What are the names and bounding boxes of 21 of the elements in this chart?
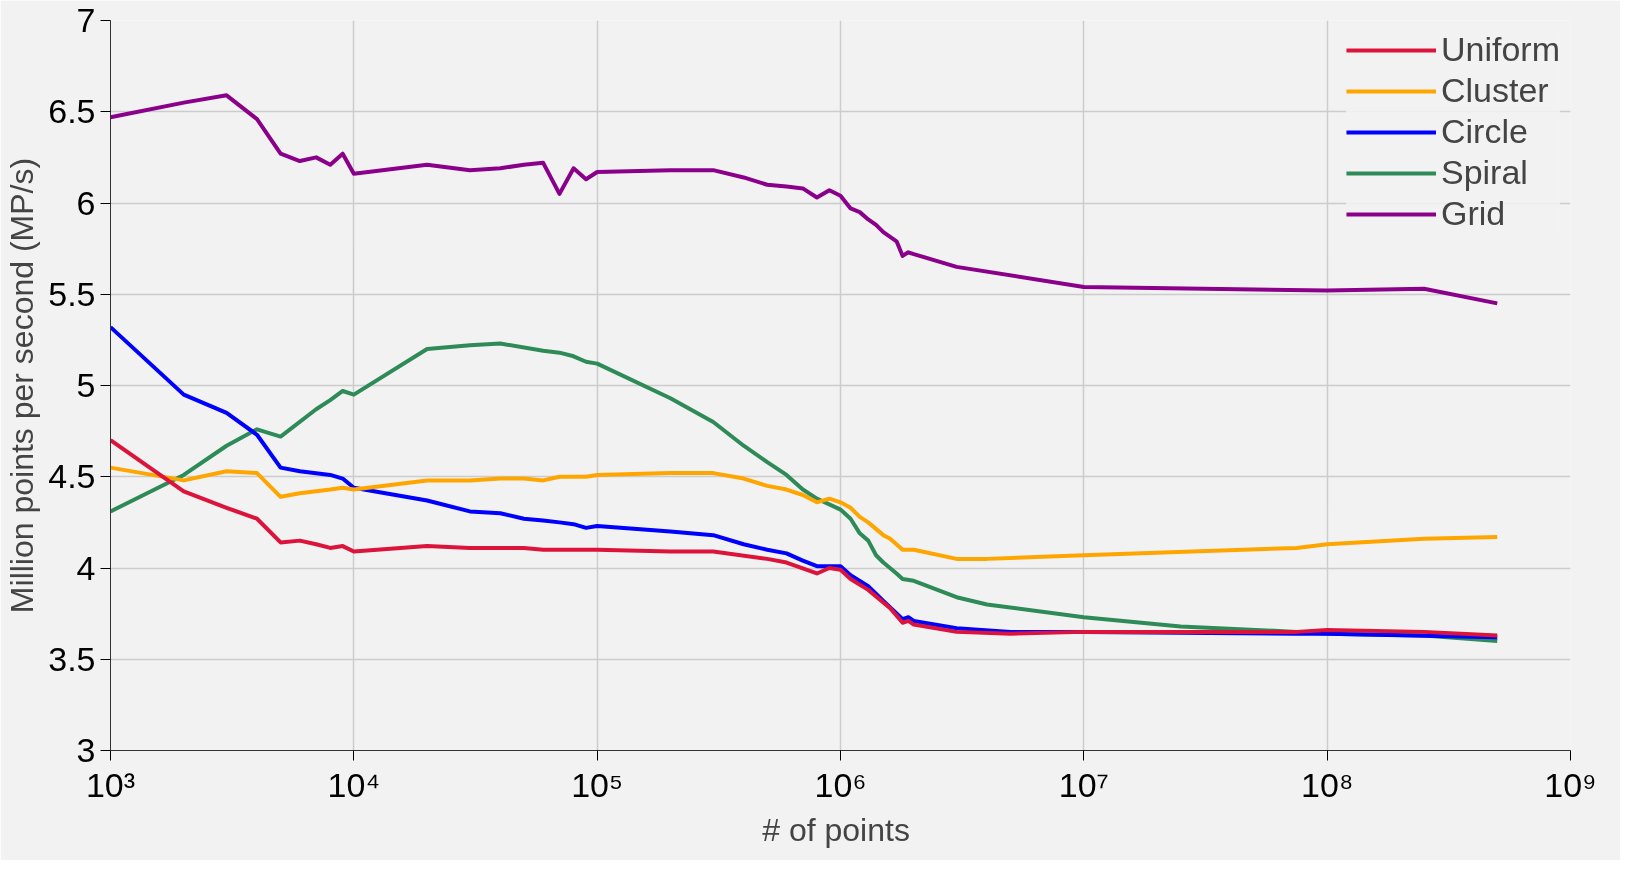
legend-label: Circle (1440, 112, 1528, 151)
y-tick-label: 3.5 (48, 639, 96, 678)
legend-label: Grid (1440, 194, 1506, 233)
x-tick-label: 10⁴ (327, 765, 381, 804)
y-tick-label: 5.5 (48, 274, 96, 313)
y-tick-label: 4 (76, 548, 96, 587)
y-tick-label: 7 (76, 1, 96, 39)
x-tick-label: 10⁵ (571, 765, 624, 804)
x-tick-label: 10⁹ (1544, 765, 1597, 804)
x-tick-label: 10⁶ (814, 765, 867, 804)
x-axis-title: # of points (762, 811, 910, 848)
y-axis-title: Million points per second (MP/s) (4, 157, 41, 614)
y-tick-label: 6.5 (48, 92, 96, 131)
legend-label: Spiral (1440, 153, 1528, 192)
y-tick-label: 5 (76, 366, 96, 404)
x-tick-label: 10⁸ (1301, 765, 1354, 804)
legend-label: Uniform (1440, 30, 1560, 69)
y-tick-label: 6 (76, 183, 96, 222)
legend-label: Cluster (1440, 71, 1549, 110)
y-tick-label: 4.5 (48, 457, 96, 496)
x-tick-label: 10⁷ (1058, 765, 1109, 804)
